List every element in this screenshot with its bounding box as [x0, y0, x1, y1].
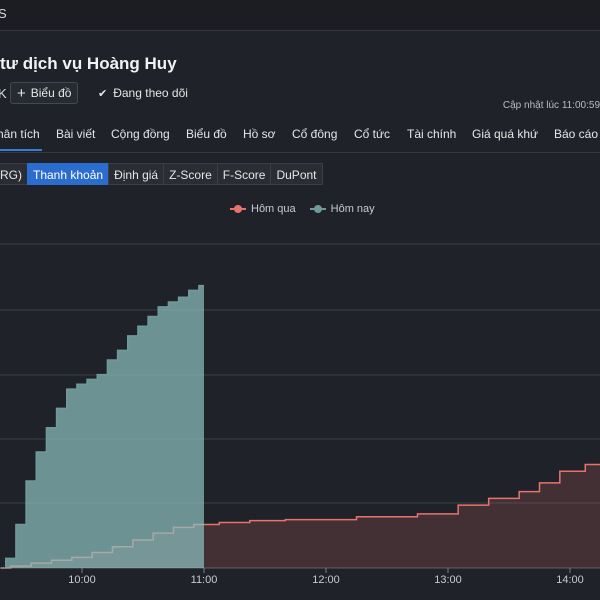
- top-bar: S: [0, 0, 600, 31]
- subtab-valuation[interactable]: Định giá: [108, 163, 165, 185]
- tab-chart[interactable]: Biểu đồ: [186, 127, 227, 141]
- page-title: tư dịch vụ Hoàng Huy: [0, 54, 177, 73]
- subtab-z-score[interactable]: Z-Score: [163, 163, 218, 185]
- tab-dividends[interactable]: Cổ tức: [354, 127, 391, 141]
- x-tick-label-0: 10:00: [68, 574, 96, 586]
- check-icon: ✔: [98, 87, 108, 100]
- main-nav: hân tích Bài viết Cộng đồng Biểu đồ Hồ s…: [0, 120, 600, 153]
- x-tick-label-4: 14:00: [556, 574, 584, 586]
- subtab-f-score[interactable]: F-Score: [216, 163, 272, 185]
- sub-tabs: RG) Thanh khoản Định giá Z-Score F-Score…: [0, 163, 323, 185]
- liquidity-chart: 10:00 11:00 12:00 13:00 14:00: [0, 243, 600, 586]
- subtab-rg[interactable]: RG): [0, 163, 28, 185]
- legend-today-swatch: [309, 204, 326, 214]
- top-bar-text: S: [0, 6, 7, 21]
- x-tick-label-2: 12:00: [312, 574, 340, 586]
- x-tick-label-1: 11:00: [191, 574, 218, 586]
- tab-financials[interactable]: Tài chính: [407, 127, 457, 141]
- tab-reports[interactable]: Báo cáo: [554, 127, 599, 141]
- series-today-area: [0, 285, 204, 568]
- legend-yesterday-swatch: [230, 204, 246, 214]
- tab-posts[interactable]: Bài viết: [56, 127, 96, 141]
- legend-today-label: Hôm nay: [330, 203, 375, 215]
- chart-button[interactable]: + Biểu đồ: [10, 82, 79, 104]
- updated-time: Cập nhật lúc 11:00:59: [502, 100, 600, 111]
- tab-profile[interactable]: Hồ sơ: [243, 127, 276, 141]
- chart-button-label: Biểu đồ: [30, 86, 72, 100]
- follow-button[interactable]: ✔ Đang theo dõi: [98, 86, 188, 100]
- subtab-dupont[interactable]: DuPont: [270, 163, 323, 185]
- plus-icon: +: [17, 84, 26, 102]
- legend-yesterday-label: Hôm qua: [251, 203, 296, 215]
- chart-legend: Hôm qua Hôm nay: [230, 203, 375, 215]
- exchange-label: K: [0, 86, 7, 101]
- legend-yesterday[interactable]: Hôm qua: [230, 203, 296, 215]
- subtab-liquidity[interactable]: Thanh khoản: [27, 163, 110, 185]
- tab-shareholders[interactable]: Cổ đông: [292, 127, 338, 141]
- tab-analysis[interactable]: hân tích: [0, 127, 40, 141]
- series-today-line: [0, 284, 204, 569]
- tab-community[interactable]: Cộng đồng: [111, 127, 170, 141]
- legend-today[interactable]: Hôm nay: [309, 203, 375, 215]
- active-tab-indicator: [0, 149, 42, 151]
- x-tick-label-3: 13:00: [434, 574, 462, 586]
- tab-price-history[interactable]: Giá quá khứ: [472, 127, 539, 141]
- follow-label: Đang theo dõi: [113, 86, 188, 100]
